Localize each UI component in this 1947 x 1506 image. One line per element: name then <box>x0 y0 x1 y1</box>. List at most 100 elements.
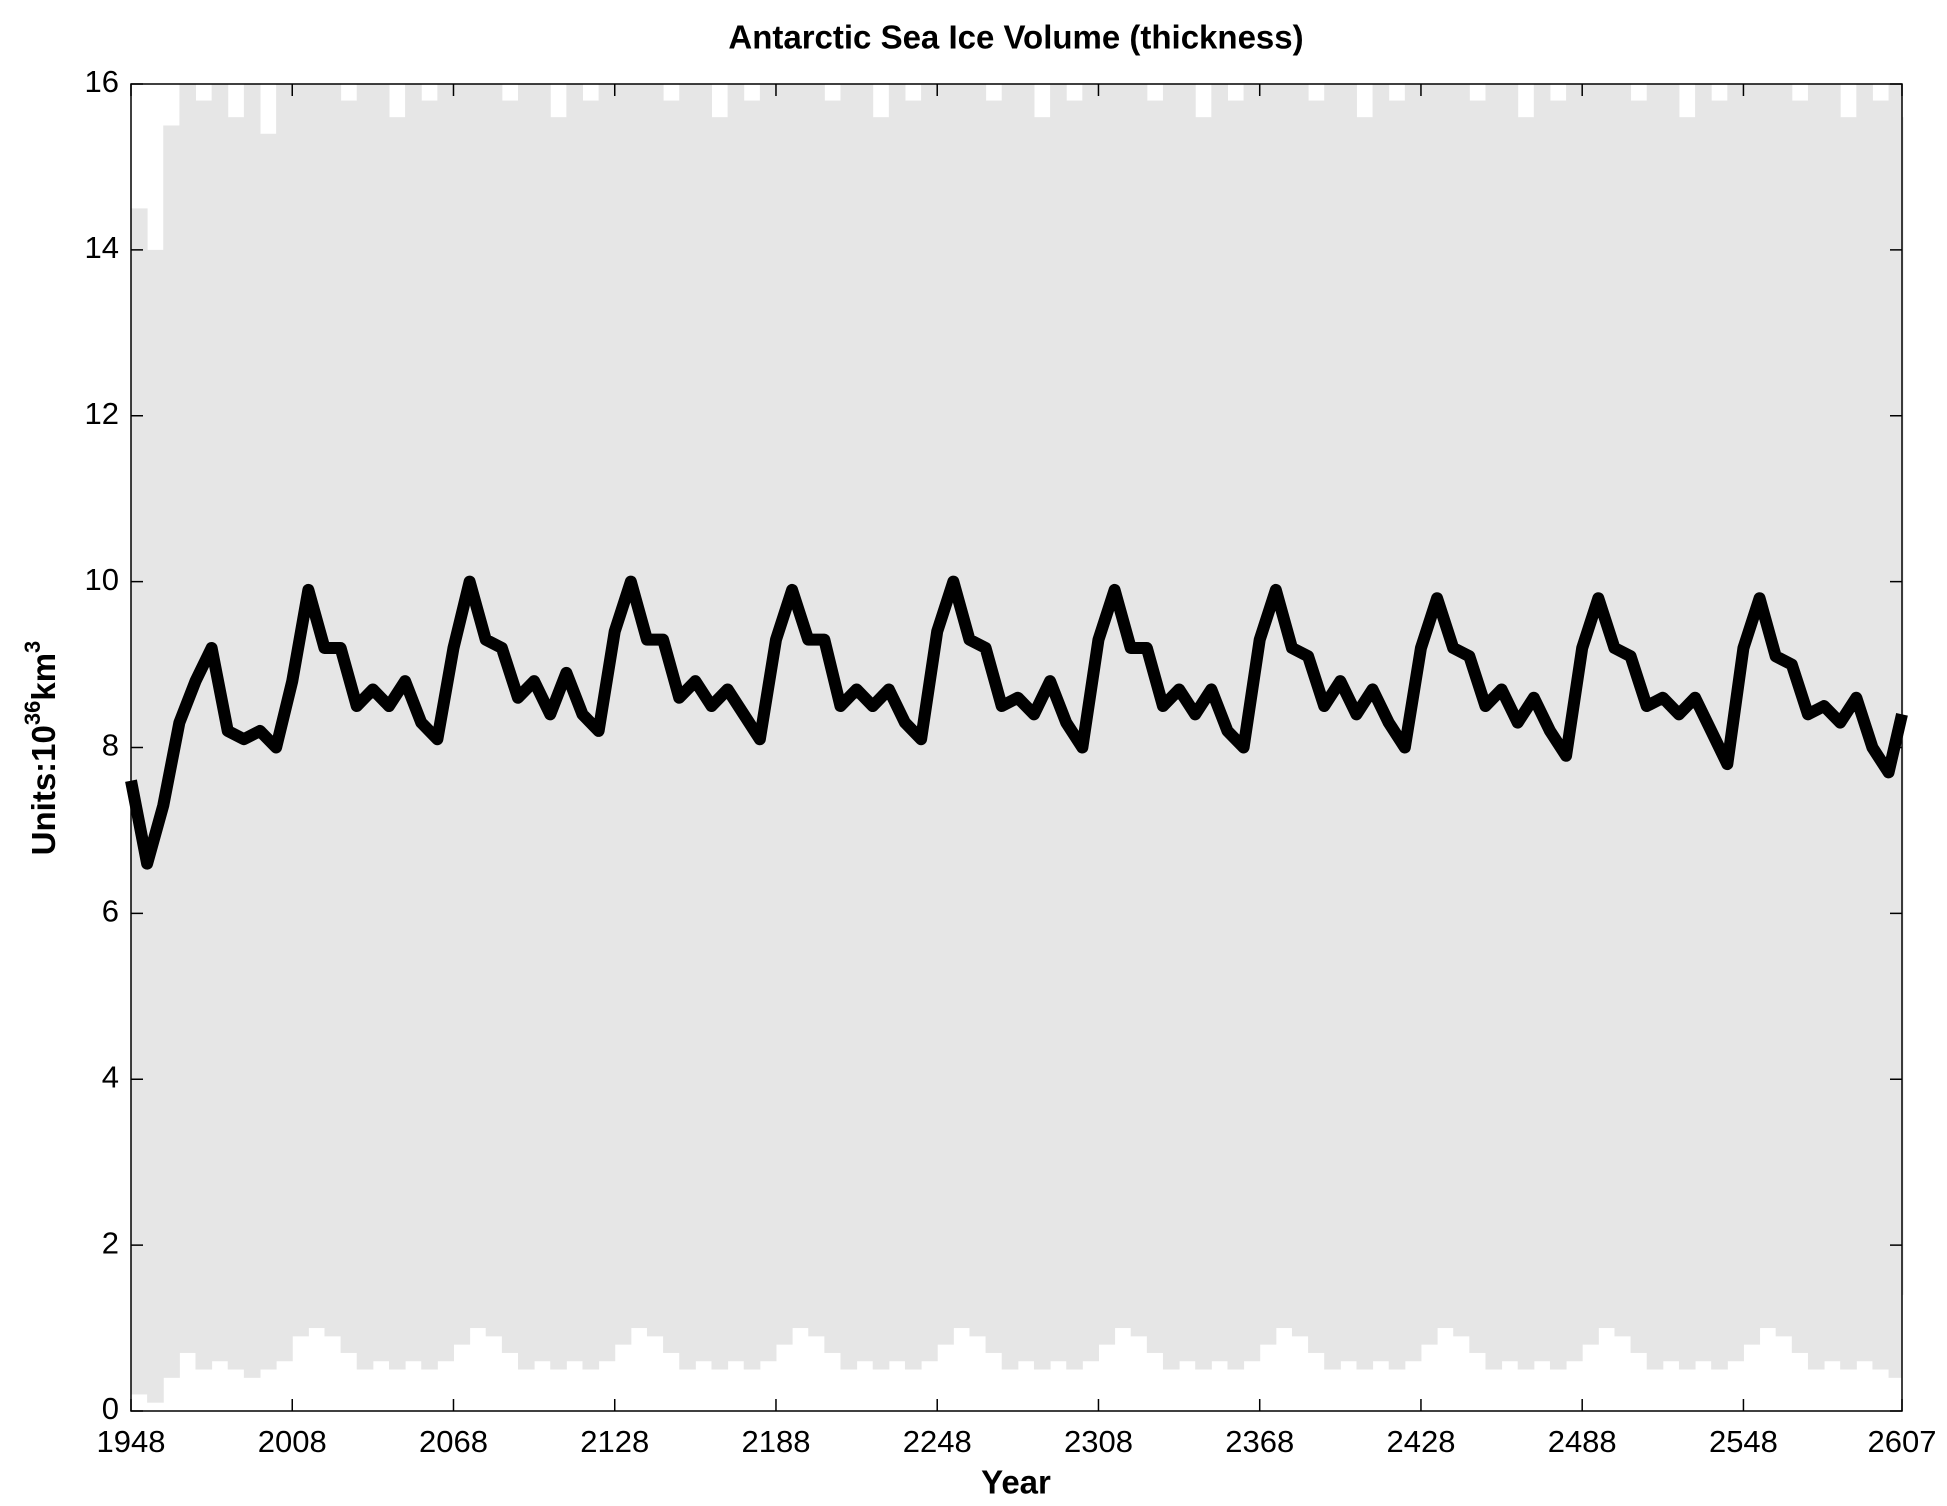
y-tick-label: 6 <box>102 894 119 929</box>
range-band <box>340 100 358 1353</box>
range-band <box>1275 84 1293 1329</box>
range-band <box>1759 84 1777 1329</box>
x-tick-label: 2368 <box>1225 1424 1294 1459</box>
x-tick-label: 2008 <box>258 1424 327 1459</box>
y-tick-label: 8 <box>102 728 119 763</box>
range-band <box>1259 84 1277 1345</box>
x-tick-label: 2308 <box>1064 1424 1133 1459</box>
range-band <box>566 84 583 1362</box>
range-band <box>1420 84 1438 1345</box>
x-tick-label: 2428 <box>1386 1424 1455 1459</box>
range-band <box>808 84 825 1337</box>
x-tick-label: 2128 <box>580 1424 649 1459</box>
range-band <box>1308 100 1325 1353</box>
range-band <box>469 84 487 1329</box>
range-band <box>1598 84 1615 1329</box>
range-band <box>324 84 342 1337</box>
x-tick-label: 1948 <box>97 1424 166 1459</box>
range-band <box>1372 84 1390 1362</box>
range-band <box>1340 84 1357 1362</box>
range-band <box>824 100 841 1353</box>
range-band <box>614 84 632 1345</box>
range-band <box>582 100 600 1370</box>
x-tick-label: 2188 <box>741 1424 810 1459</box>
range-band <box>259 133 277 1370</box>
range-band <box>695 84 712 1362</box>
range-band <box>1775 84 1793 1337</box>
range-band <box>1501 84 1519 1362</box>
range-band <box>1001 84 1019 1370</box>
y-label-part: km <box>25 653 62 701</box>
range-band <box>292 84 309 1337</box>
range-band <box>453 84 471 1345</box>
y-tick-label: 16 <box>85 64 119 99</box>
range-band <box>485 84 503 1337</box>
y-tick-label: 4 <box>102 1059 119 1094</box>
range-band <box>405 84 422 1362</box>
range-band <box>1807 84 1825 1370</box>
range-band <box>1840 117 1857 1370</box>
range-band <box>775 84 793 1345</box>
y-label-part: Units:10 <box>25 725 62 855</box>
y-tick-label: 10 <box>85 562 119 597</box>
range-band <box>1162 84 1180 1370</box>
range-band <box>985 100 1003 1353</box>
range-band <box>1050 84 1067 1362</box>
range-band <box>872 117 890 1370</box>
range-band <box>308 84 325 1329</box>
x-tick-label: 2488 <box>1548 1424 1617 1459</box>
range-band <box>646 84 664 1337</box>
range-band <box>534 84 551 1362</box>
range-band <box>1098 84 1116 1345</box>
range-band <box>1630 100 1648 1353</box>
range-band <box>1033 117 1051 1370</box>
range-band <box>937 84 954 1345</box>
x-tick-label: 2607 <box>1868 1424 1937 1459</box>
range-band <box>517 84 535 1370</box>
range-band <box>211 84 229 1362</box>
range-band <box>598 84 616 1362</box>
range-band <box>840 84 858 1370</box>
range-band <box>969 84 987 1337</box>
range-band <box>1582 84 1599 1345</box>
range-band <box>1130 84 1148 1337</box>
range-band <box>1324 84 1341 1370</box>
range-band <box>1678 117 1696 1370</box>
range-band <box>711 117 729 1370</box>
x-tick-label: 2548 <box>1709 1424 1778 1459</box>
range-band <box>679 84 696 1370</box>
x-tick-label: 2068 <box>419 1424 488 1459</box>
range-band <box>953 84 970 1329</box>
range-band <box>792 84 809 1329</box>
range-band <box>1791 100 1809 1353</box>
range-band <box>501 100 519 1353</box>
y-label-sup: 36 <box>20 701 45 725</box>
range-band <box>195 100 213 1370</box>
range-band <box>1114 84 1132 1329</box>
range-band <box>1614 84 1632 1337</box>
range-band <box>1453 84 1470 1337</box>
range-band <box>227 117 245 1370</box>
range-band <box>1662 84 1680 1362</box>
range-band <box>630 84 648 1329</box>
range-band <box>1146 100 1164 1353</box>
data-line <box>125 575 1908 870</box>
range-band <box>550 117 567 1370</box>
chart-title: Antarctic Sea Ice Volume (thickness) <box>728 19 1303 56</box>
range-band <box>1646 84 1664 1370</box>
range-band <box>856 84 874 1362</box>
range-band <box>1179 84 1196 1362</box>
range-band <box>1517 117 1535 1370</box>
y-label-sup: 3 <box>20 641 45 653</box>
range-band <box>1356 117 1374 1370</box>
range-band <box>388 117 406 1370</box>
y-axis-label: Units:1036km3 <box>20 641 62 856</box>
range-band <box>1469 100 1486 1353</box>
range-band <box>1291 84 1309 1337</box>
range-band <box>356 84 374 1370</box>
range-band <box>1017 84 1035 1362</box>
y-tick-label: 12 <box>85 396 119 431</box>
range-band <box>727 84 745 1362</box>
range-band <box>1485 84 1503 1370</box>
y-tick-label: 14 <box>85 230 119 265</box>
